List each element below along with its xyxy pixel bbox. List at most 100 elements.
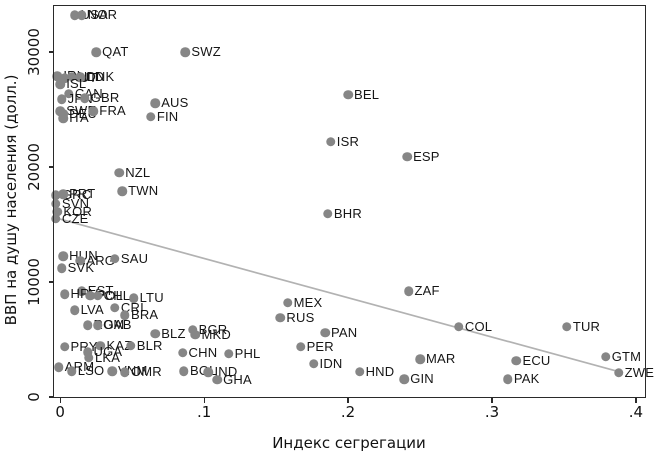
data-point-aus (150, 98, 160, 108)
data-point-sau (110, 254, 120, 264)
data-point-bra (120, 310, 130, 321)
data-point-zwe (613, 368, 624, 378)
point-label-svn: SVN (61, 195, 90, 211)
point-label-lka: LKA (94, 349, 121, 365)
data-point-prt (58, 189, 68, 199)
data-point-per (295, 342, 306, 352)
y-tick-mark (48, 51, 53, 53)
point-label-gtm: GTM (611, 348, 642, 364)
point-label-tur: TUR (572, 318, 601, 334)
point-label-pak: PAK (513, 371, 540, 387)
point-label-svk: SVK (67, 260, 95, 276)
point-label-bra: BRA (130, 307, 159, 323)
data-point-arm (54, 362, 64, 372)
data-point-lka (84, 353, 94, 363)
data-point-bhr (323, 208, 333, 219)
data-point-mar (415, 354, 425, 364)
point-label-ita: ITA (69, 110, 89, 126)
data-point-aut (59, 73, 70, 84)
point-label-chl: CHL (103, 287, 131, 303)
point-label-chn: CHN (188, 344, 218, 360)
point-label-zwe: ZWE (624, 364, 655, 380)
data-point-rus (275, 312, 286, 323)
point-label-lso: LSO (77, 363, 105, 379)
data-point-cri (110, 303, 120, 313)
data-point-blz (150, 328, 160, 339)
point-label-gab: GAB (103, 317, 132, 333)
data-point-hrv (59, 289, 70, 299)
point-label-nor: NOR (87, 7, 118, 23)
data-point-svn (51, 199, 61, 209)
plot-area: USANORQATSWZIRLAUTNLDDNKISLCANJPNGBRAUSS… (51, 5, 654, 398)
data-point-zaf (403, 286, 414, 296)
data-point-omr (120, 367, 130, 377)
point-label-blr: BLR (136, 337, 163, 353)
point-label-swz: SWZ (191, 43, 221, 59)
data-point-fra (88, 106, 99, 116)
point-label-blz: BLZ (161, 325, 186, 341)
data-point-bel (343, 89, 353, 100)
data-point-nld (66, 71, 77, 82)
y-tick-mark (48, 281, 53, 283)
point-label-mar: MAR (426, 350, 456, 366)
point-label-isr: ISR (336, 133, 360, 149)
x-tick-label: .3 (484, 403, 500, 421)
data-point-kor (52, 207, 63, 217)
data-point-lva (69, 305, 80, 315)
point-label-bhr: BHR (333, 205, 362, 221)
data-point-arg (75, 255, 86, 266)
x-tick-mark (347, 398, 349, 403)
data-point-vnm (107, 366, 117, 376)
data-point-hun (58, 251, 68, 261)
data-point-dnk (75, 72, 86, 83)
point-label-pan: PAN (331, 324, 358, 340)
point-label-bel: BEL (354, 86, 380, 102)
x-tick-label: .1 (196, 403, 212, 421)
data-point-twn (117, 186, 127, 196)
data-point-lso (66, 366, 77, 376)
data-point-cze (51, 213, 61, 224)
point-label-kaz: KAZ (106, 337, 133, 353)
data-point-idn (308, 358, 319, 369)
data-point-rom (82, 320, 93, 330)
data-point-svk (56, 263, 67, 273)
data-point-isr (326, 136, 336, 147)
data-point-irl (52, 71, 63, 81)
point-label-cze: CZE (61, 210, 89, 226)
point-label-zaf: ZAF (414, 283, 440, 299)
point-label-mkd: MKD (201, 326, 231, 342)
y-tick-label: 30000 (25, 28, 43, 76)
trend-line (54, 216, 624, 374)
data-point-ind (203, 367, 214, 377)
data-point-pol (85, 291, 96, 301)
x-tick-label: .2 (340, 403, 356, 421)
x-tick-mark (203, 398, 205, 403)
data-point-usa (69, 10, 80, 20)
data-point-gha (212, 374, 222, 385)
data-point-col (454, 322, 464, 332)
data-point-gtm (600, 351, 611, 362)
point-label-grc: GRC (61, 187, 92, 203)
point-label-usa: USA (80, 7, 108, 23)
point-label-nzl: NZL (125, 164, 151, 180)
point-label-rus: RUS (286, 309, 315, 325)
point-label-sau: SAU (120, 250, 149, 266)
point-label-esp: ESP (413, 148, 440, 164)
point-label-col: COL (464, 318, 493, 334)
point-label-bgr: BGR (198, 321, 228, 337)
data-point-isl (55, 79, 65, 89)
y-axis-title: ВВП на душу населения (долл.) (2, 74, 20, 326)
point-label-gin: GIN (410, 371, 434, 387)
point-label-uga: UGA (93, 344, 123, 360)
x-axis-title: Индекс сегрегации (272, 434, 426, 452)
point-label-prt: PRT (69, 185, 96, 201)
data-point-uga (82, 347, 93, 357)
point-label-fra: FRA (99, 103, 126, 119)
data-point-phl (223, 349, 234, 359)
point-label-hnd: HND (365, 363, 395, 379)
data-point-esp (402, 151, 412, 162)
data-point-bgr (187, 324, 198, 335)
plot-frame (53, 5, 646, 398)
data-point-pry (59, 342, 70, 352)
